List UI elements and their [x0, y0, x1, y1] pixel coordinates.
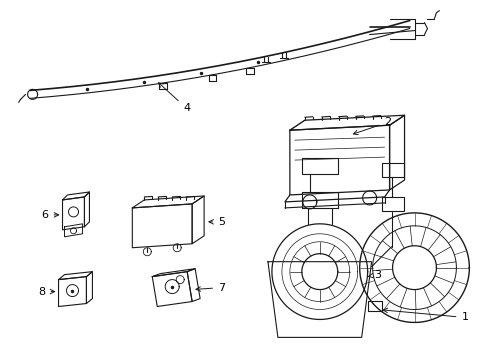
Text: 1: 1	[382, 308, 468, 323]
Text: 7: 7	[196, 283, 225, 293]
Text: 3: 3	[368, 270, 381, 280]
Text: 2: 2	[353, 117, 391, 135]
Text: 8: 8	[39, 287, 55, 297]
Text: 6: 6	[41, 210, 59, 220]
Text: 5: 5	[208, 217, 224, 227]
Text: 4: 4	[158, 83, 190, 113]
